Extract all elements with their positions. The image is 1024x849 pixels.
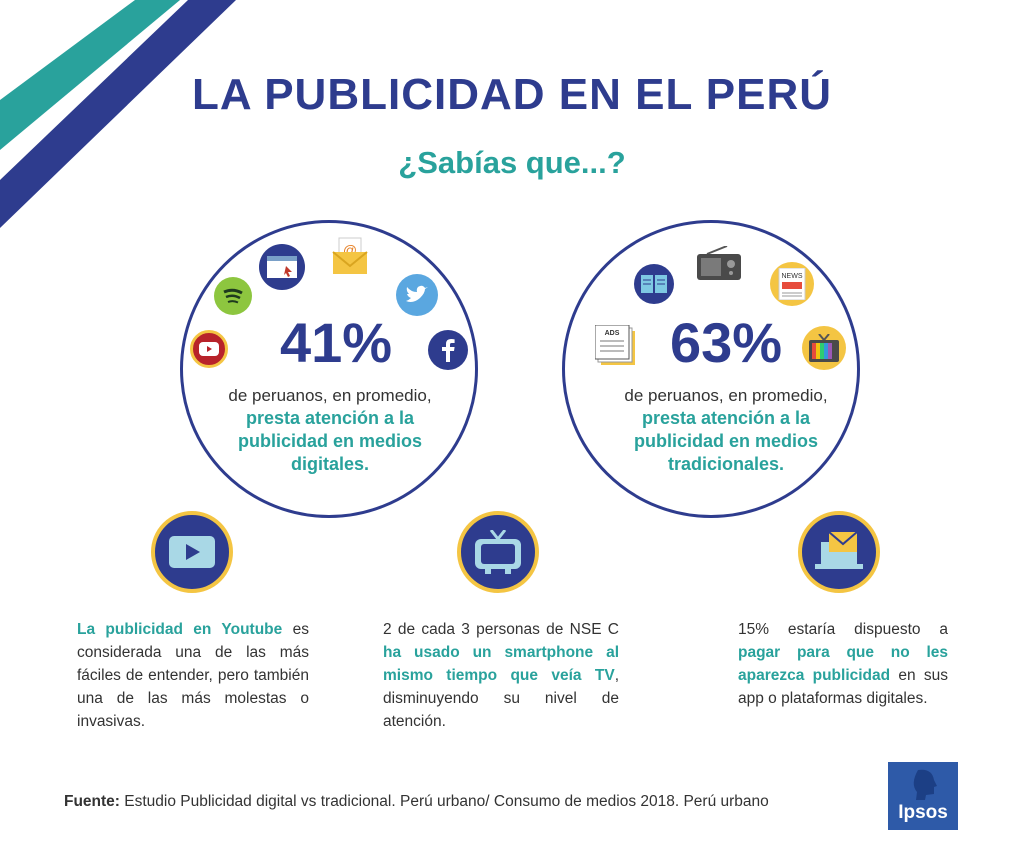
newspaper-label: NEWS xyxy=(782,273,803,280)
digital-percent: 41% xyxy=(279,311,393,374)
youtube-icon xyxy=(190,330,228,368)
tv-note: 2 de cada 3 personas de NSE C ha usado u… xyxy=(383,618,619,733)
page-subtitle: ¿Sabías que...? xyxy=(398,145,626,180)
ipsos-head-icon xyxy=(913,769,937,800)
newspaper-icon: NEWS xyxy=(770,262,814,306)
facebook-icon xyxy=(428,330,468,370)
ads-document-icon: ADS xyxy=(594,324,637,367)
digital-description: de peruanos, en promedio, presta atenció… xyxy=(200,384,460,476)
corner-stripes xyxy=(0,0,236,228)
traditional-highlight2: publicidad en medios xyxy=(633,431,819,451)
ads-label: ADS xyxy=(605,330,620,337)
traditional-line1: de peruanos, en promedio, xyxy=(624,386,828,405)
pay-note-text2: en sus app o plataformas digitales. xyxy=(738,667,948,707)
traditional-description: de peruanos, en promedio, presta atenció… xyxy=(596,384,856,476)
ipsos-logo-text: Ipsos xyxy=(898,802,948,823)
spotify-icon xyxy=(214,277,252,315)
source-text: Estudio Publicidad digital vs tradiciona… xyxy=(119,793,769,810)
tv-note-text2: , disminuyendo su nivel de atención. xyxy=(383,667,619,730)
digital-line1: de peruanos, en promedio, xyxy=(228,386,432,405)
source-label: Fuente: xyxy=(64,793,120,810)
digital-circle xyxy=(180,220,478,518)
browser-icon xyxy=(259,244,305,290)
traditional-highlight1: presta atención a la xyxy=(641,408,811,428)
ipsos-logo: Ipsos xyxy=(888,762,958,830)
tv-icon-large xyxy=(457,511,539,593)
email-icon: @ xyxy=(331,236,369,276)
youtube-note: La publicidad en Youtube es considerada … xyxy=(77,618,309,733)
youtube-note-text: es considerada una de las más fáciles de… xyxy=(77,621,309,730)
pay-note-text1: 15% estaría dispuesto a xyxy=(738,621,948,638)
laptop-mail-icon xyxy=(798,511,880,593)
book-icon xyxy=(634,264,674,304)
digital-highlight1: presta atención a la xyxy=(245,408,415,428)
play-icon xyxy=(151,511,233,593)
digital-highlight3: digitales. xyxy=(290,454,370,474)
twitter-icon xyxy=(396,274,438,316)
traditional-highlight3: tradicionales. xyxy=(667,454,785,474)
source-note: Fuente: Estudio Publicidad digital vs tr… xyxy=(64,793,769,811)
tv-note-highlight: ha usado un smartphone al mismo tiempo q… xyxy=(383,644,619,684)
pay-note-highlight: pagar para que no les aparezca publicida… xyxy=(738,644,948,684)
digital-highlight2: publicidad en medios xyxy=(237,431,423,451)
radio-icon xyxy=(697,245,741,280)
traditional-percent: 63% xyxy=(669,311,783,374)
page-title: LA PUBLICIDAD EN EL PERÚ xyxy=(191,70,833,119)
tv-note-text1: 2 de cada 3 personas de NSE C xyxy=(383,621,619,638)
tv-icon xyxy=(802,326,846,370)
youtube-note-highlight: La publicidad en Youtube xyxy=(77,621,283,638)
pay-note: 15% estaría dispuesto a pagar para que n… xyxy=(738,618,948,710)
